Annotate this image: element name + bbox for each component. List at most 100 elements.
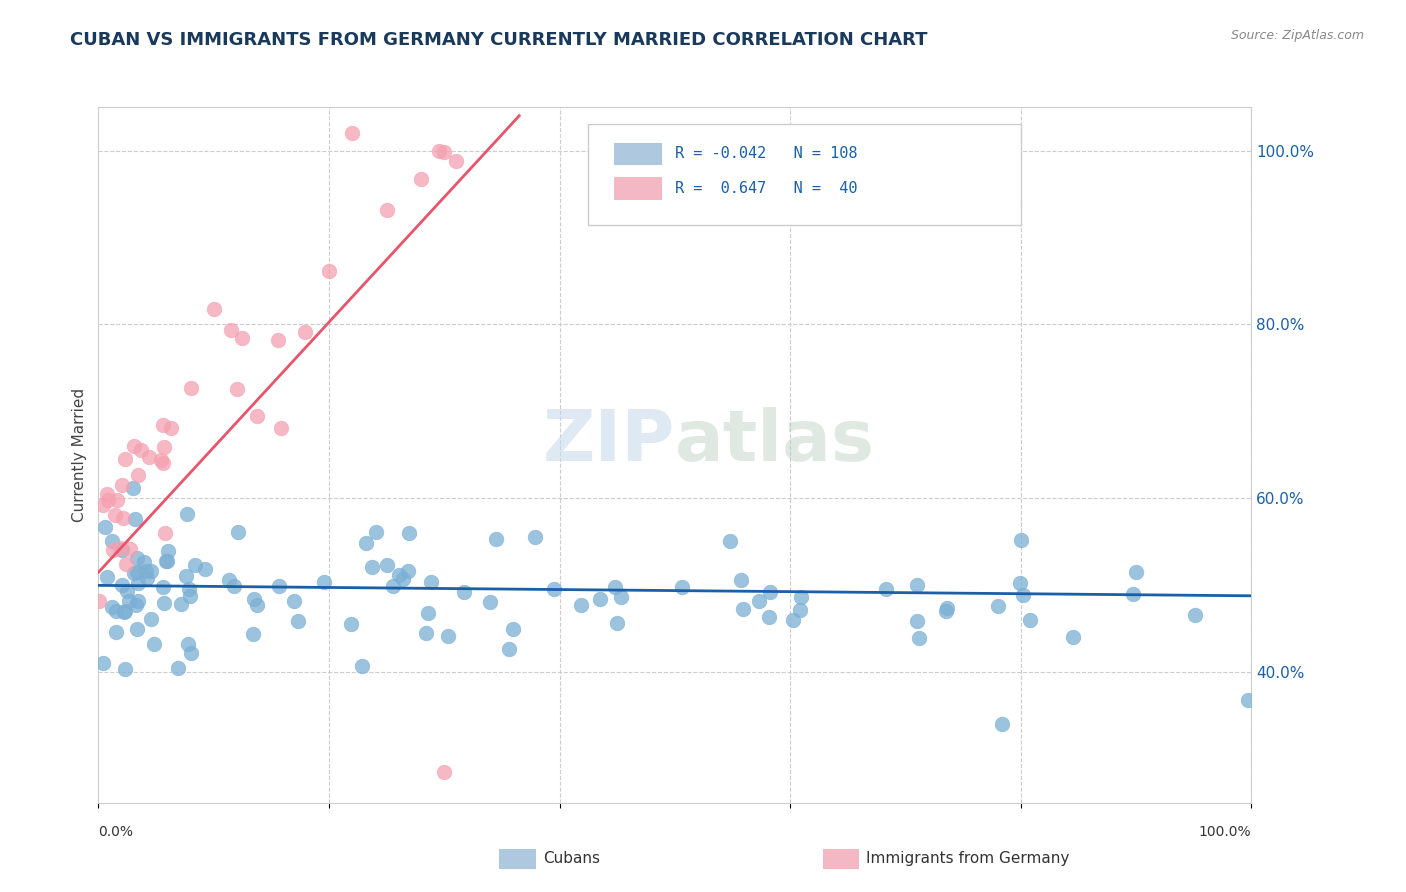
Point bbox=[437, 629, 460, 643]
Point bbox=[127, 576, 149, 591]
Point bbox=[523, 530, 546, 544]
Point bbox=[101, 599, 124, 614]
Point bbox=[105, 625, 128, 640]
Point bbox=[242, 627, 264, 641]
Point bbox=[314, 574, 336, 589]
Point bbox=[287, 614, 309, 628]
Point bbox=[381, 579, 404, 593]
Point bbox=[118, 594, 141, 608]
Point bbox=[118, 542, 141, 557]
Point bbox=[589, 591, 612, 606]
Point bbox=[1010, 533, 1032, 548]
Point bbox=[502, 622, 524, 636]
Point bbox=[782, 613, 804, 627]
Point bbox=[96, 487, 118, 501]
Point bbox=[392, 573, 415, 587]
Point bbox=[610, 591, 633, 605]
Point bbox=[221, 322, 243, 336]
FancyBboxPatch shape bbox=[614, 143, 662, 165]
Point bbox=[1019, 613, 1042, 627]
Text: atlas: atlas bbox=[675, 407, 875, 475]
Point bbox=[134, 564, 156, 578]
Point bbox=[202, 301, 225, 316]
Point bbox=[1125, 565, 1147, 579]
Point bbox=[671, 580, 693, 594]
Point bbox=[733, 602, 755, 616]
Point bbox=[433, 765, 456, 780]
Point bbox=[194, 562, 217, 576]
Point bbox=[129, 442, 152, 457]
Point bbox=[156, 554, 179, 568]
Text: CUBAN VS IMMIGRANTS FROM GERMANY CURRENTLY MARRIED CORRELATION CHART: CUBAN VS IMMIGRANTS FROM GERMANY CURRENT… bbox=[70, 31, 928, 49]
Point bbox=[177, 582, 200, 597]
Point bbox=[485, 533, 508, 547]
Point bbox=[117, 584, 139, 599]
Point bbox=[418, 607, 440, 621]
Point bbox=[905, 578, 928, 592]
Y-axis label: Currently Married: Currently Married bbox=[72, 388, 87, 522]
Point bbox=[114, 604, 136, 618]
Point bbox=[1237, 693, 1260, 707]
Point bbox=[375, 202, 398, 217]
Point bbox=[114, 662, 136, 676]
Point bbox=[364, 524, 387, 539]
Point bbox=[108, 541, 131, 555]
FancyBboxPatch shape bbox=[614, 178, 662, 200]
Point bbox=[159, 421, 181, 435]
Point bbox=[243, 591, 266, 606]
Point bbox=[135, 571, 157, 585]
Point bbox=[935, 604, 957, 618]
Point bbox=[875, 582, 897, 596]
Point bbox=[569, 598, 592, 612]
Point bbox=[138, 450, 160, 464]
Point bbox=[730, 573, 752, 587]
Point bbox=[396, 564, 419, 578]
Point bbox=[433, 145, 456, 159]
Text: 100.0%: 100.0% bbox=[1199, 824, 1251, 838]
Point bbox=[91, 656, 114, 670]
Point bbox=[340, 126, 363, 140]
Point bbox=[226, 524, 249, 539]
Point bbox=[283, 594, 305, 608]
Point bbox=[246, 409, 269, 424]
Point bbox=[153, 440, 176, 454]
Point bbox=[105, 493, 128, 508]
Point bbox=[112, 605, 135, 619]
Point bbox=[152, 596, 174, 610]
Text: R = -0.042   N = 108: R = -0.042 N = 108 bbox=[675, 146, 858, 161]
Point bbox=[267, 333, 290, 347]
Point bbox=[176, 568, 198, 582]
Point bbox=[125, 565, 148, 579]
Point bbox=[127, 551, 149, 566]
Point bbox=[790, 591, 813, 605]
Point bbox=[179, 589, 201, 603]
Point bbox=[294, 325, 316, 339]
Point bbox=[94, 520, 117, 534]
Point bbox=[453, 585, 475, 599]
Point bbox=[905, 614, 928, 628]
Point bbox=[1184, 607, 1206, 622]
Point bbox=[375, 558, 398, 572]
Point bbox=[157, 543, 180, 558]
Point bbox=[152, 456, 174, 470]
Point bbox=[91, 498, 114, 512]
Point bbox=[1122, 586, 1144, 600]
Point bbox=[132, 555, 155, 569]
Point bbox=[124, 512, 146, 526]
Point bbox=[111, 478, 134, 492]
Text: R =  0.647   N =  40: R = 0.647 N = 40 bbox=[675, 181, 858, 196]
Point bbox=[176, 507, 198, 521]
Text: 0.0%: 0.0% bbox=[98, 824, 134, 838]
Point bbox=[354, 535, 377, 549]
Text: Immigrants from Germany: Immigrants from Germany bbox=[866, 852, 1070, 866]
Point bbox=[270, 420, 292, 434]
Point bbox=[246, 598, 269, 612]
Point bbox=[318, 264, 340, 278]
Point bbox=[87, 594, 110, 608]
Point bbox=[153, 525, 176, 540]
Point bbox=[718, 533, 741, 548]
Text: Cubans: Cubans bbox=[543, 852, 600, 866]
Point bbox=[218, 573, 240, 587]
Point bbox=[420, 574, 443, 589]
Point bbox=[101, 543, 124, 558]
